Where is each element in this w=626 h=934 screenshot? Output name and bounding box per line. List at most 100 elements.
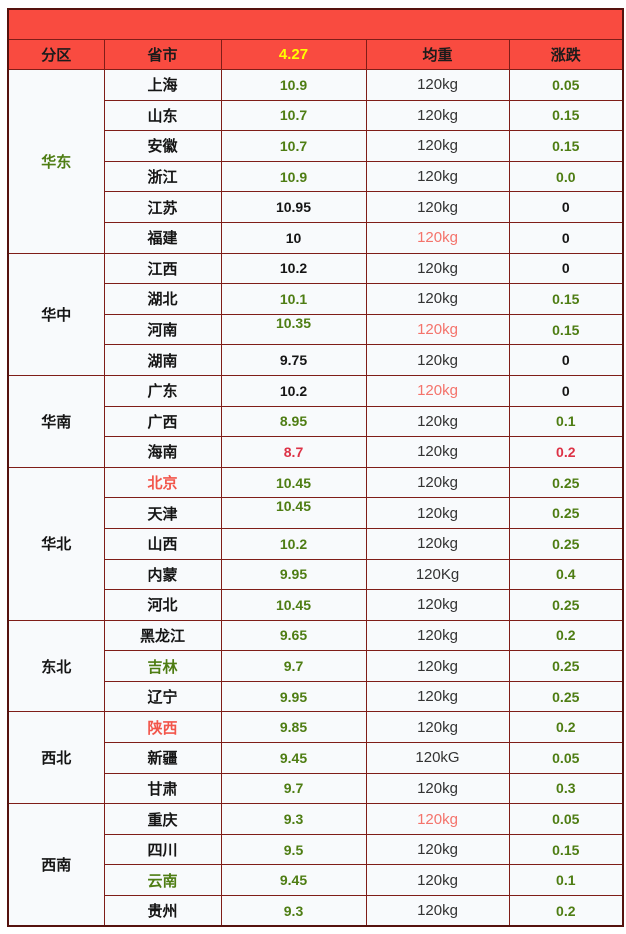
- price-cell-text: 9.75: [279, 352, 308, 369]
- table-row: 东北 黑龙江 9.65 120kg 0.2: [7, 619, 624, 713]
- table-row: 四川 9.5 120kg 0.15: [8, 833, 624, 866]
- province-cell-text: 江西: [147, 260, 178, 278]
- table-row: 华中 江西 10.2 120kg 0: [7, 252, 624, 376]
- column-header-region: 分区: [7, 39, 105, 70]
- price-table: 分区 省市 4.27 均重 涨跌 华东 上海 10.9 120kg 0.05 山东 10.7…: [7, 8, 625, 928]
- table-row: 天津 10.45 120kg 0.25: [8, 497, 624, 529]
- province-cell-text: 福建: [147, 230, 178, 248]
- change-cell: 0.25: [508, 680, 624, 713]
- weight-cell: 120kg: [365, 405, 510, 438]
- weight-cell: 120kg: [365, 772, 510, 805]
- table-row: 浙江 10.9 120kg 0.0: [8, 160, 624, 193]
- province-cell-text: 贵州: [147, 903, 178, 921]
- change-cell-text: 0.3: [556, 780, 576, 797]
- weight-cell-text: 120kg: [417, 688, 458, 706]
- change-cell-text: 0.25: [552, 505, 580, 522]
- weight-cell-text: 120kg: [417, 902, 458, 920]
- price-cell-text: 10.45: [275, 498, 312, 515]
- weight-cell: 120kg: [365, 833, 510, 866]
- province-cell: 新疆: [103, 742, 222, 774]
- change-cell: 0.15: [508, 130, 624, 162]
- price-cell: 10.95: [220, 191, 367, 223]
- table-row: 福建 10 120kg 0: [8, 221, 624, 254]
- province-cell: 江西: [103, 252, 222, 285]
- weight-cell-text: 120kg: [417, 351, 458, 369]
- price-cell: 10.2: [220, 252, 367, 285]
- province-cell-text: 辽宁: [147, 689, 178, 707]
- price-cell: 8.95: [220, 405, 367, 438]
- weight-cell-text: 120kg: [417, 137, 458, 155]
- province-cell-text: 湖南: [147, 352, 178, 370]
- change-cell-text: 0.15: [552, 321, 580, 338]
- weight-cell-text: 120kg: [417, 871, 458, 889]
- change-cell-text: 0.05: [552, 811, 580, 828]
- change-cell-text: 0: [561, 199, 570, 216]
- province-cell-text: 甘肃: [147, 780, 178, 798]
- weight-cell: 120kg: [365, 436, 510, 468]
- change-cell: 0.2: [508, 895, 624, 927]
- weight-cell-text: 120kg: [417, 535, 458, 553]
- change-cell-text: 0.1: [556, 872, 576, 889]
- price-cell-text: 10.1: [279, 290, 308, 307]
- weight-cell: 120kg: [365, 589, 510, 621]
- change-cell-text: 0: [561, 382, 570, 399]
- table-row: 贵州 9.3 120kg 0.2: [8, 895, 624, 927]
- weight-cell-text: 120kg: [417, 841, 458, 859]
- change-cell: 0.05: [508, 69, 624, 101]
- weight-cell: 120kg: [365, 313, 510, 346]
- region-cell: 西北: [7, 711, 105, 805]
- weight-cell: 120Kg: [365, 558, 510, 591]
- price-cell: 9.95: [220, 558, 367, 591]
- weight-cell: 120kg: [365, 895, 510, 927]
- province-cell: 贵州: [103, 895, 222, 927]
- province-cell-text: 重庆: [147, 811, 178, 829]
- price-cell: 10.35: [220, 313, 367, 346]
- weight-cell: 120kg: [365, 711, 510, 744]
- banner: [7, 8, 624, 40]
- weight-cell: 120kg: [365, 191, 510, 223]
- weight-cell-text: 120kg: [417, 106, 458, 124]
- weight-cell-text: 120Kg: [415, 565, 460, 583]
- province-cell-text: 安徽: [147, 138, 178, 156]
- weight-cell: 120kg: [365, 466, 510, 499]
- weight-cell: 120kg: [365, 283, 510, 315]
- weight-cell-text: 120kG: [415, 749, 460, 767]
- weight-cell-text: 120kg: [417, 626, 458, 644]
- province-cell-text: 新疆: [147, 750, 178, 768]
- change-cell-text: 0.25: [552, 596, 580, 613]
- region-cell: 西南: [7, 803, 105, 927]
- price-cell-text: 10.45: [275, 596, 312, 613]
- province-cell: 广西: [103, 405, 222, 438]
- price-cell-text: 8.7: [283, 443, 304, 460]
- province-cell-text: 云南: [147, 872, 178, 890]
- change-cell-text: 0.2: [556, 719, 576, 736]
- table-row: 华北 北京 10.45 120kg 0.25: [7, 466, 624, 621]
- province-cell: 海南: [103, 436, 222, 468]
- change-cell-text: 0.25: [552, 688, 580, 705]
- price-cell: 10.45: [220, 497, 367, 529]
- price-cell: 10.7: [220, 130, 367, 162]
- change-cell-text: 0.1: [556, 413, 576, 430]
- price-cell-text: 9.3: [283, 811, 304, 828]
- change-cell-text: 0.15: [552, 290, 580, 307]
- weight-cell: 120kg: [365, 69, 510, 101]
- weight-cell-text: 120kg: [417, 779, 458, 797]
- change-cell-text: 0.2: [556, 627, 576, 644]
- weight-cell-text: 120kg: [417, 810, 458, 828]
- change-cell: 0: [508, 252, 624, 285]
- province-cell-text: 河南: [147, 322, 178, 340]
- change-cell-text: 0: [561, 352, 570, 369]
- change-cell-text: 0.15: [552, 137, 580, 154]
- change-cell: 0.1: [508, 864, 624, 897]
- province-cell: 上海: [103, 69, 222, 101]
- table-row: 华南 广东 10.2 120kg 0: [7, 374, 624, 468]
- change-cell-text: 0.25: [552, 535, 580, 552]
- price-cell: 10.45: [220, 466, 367, 499]
- price-cell: 10: [220, 221, 367, 254]
- price-cell-text: 10.9: [279, 76, 308, 93]
- weight-cell-text: 120kg: [417, 382, 458, 400]
- province-cell: 云南: [103, 864, 222, 897]
- weight-cell: 120kg: [365, 374, 510, 407]
- change-cell-text: 0.4: [556, 566, 576, 583]
- change-cell: 0.2: [508, 711, 624, 744]
